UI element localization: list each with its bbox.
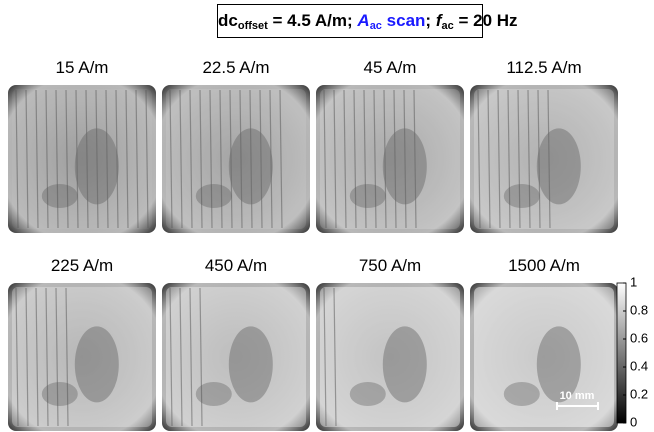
colorbar [617,283,626,423]
colorbar-tick-label: 0.6 [630,330,648,345]
domain-patch [229,326,273,402]
panel-label: 45 A/m [364,58,417,77]
domain-patch [383,326,427,402]
domain-patch [504,184,540,208]
page: dcoffset = 4.5 A/m; Aac scan; fac = 20 H… [0,0,654,432]
figure: 15 A/m 22.5 A/m 45 A/m 112.5 A/m 225 A/m 450 … [0,0,654,432]
colorbar-tick-label: 0 [630,414,637,429]
panel-label: 750 A/m [359,256,421,275]
domain-patch [383,128,427,204]
colorbar-tick-label: 0.8 [630,302,648,317]
domain-patch [42,184,78,208]
panel-label: 112.5 A/m [506,58,581,77]
colorbar-tick-label: 0.2 [630,386,648,401]
domain-patch [537,128,581,204]
domain-patch [350,184,386,208]
panel-label: 225 A/m [51,256,113,275]
domain-patch [196,382,232,406]
scale-bar-label: 10 mm [560,390,595,402]
domain-patch [229,128,273,204]
domain-patch [42,382,78,406]
panel-label: 15 A/m [56,58,109,77]
panel-label: 22.5 A/m [202,58,269,77]
panel-label: 450 A/m [205,256,267,275]
domain-patch [75,128,119,204]
domain-patch [504,382,540,406]
domain-patch [75,326,119,402]
domain-patch [196,184,232,208]
domain-patch [350,382,386,406]
colorbar-tick-label: 1 [630,274,637,289]
panel-label: 1500 A/m [508,256,580,275]
colorbar-tick-label: 0.4 [630,358,648,373]
